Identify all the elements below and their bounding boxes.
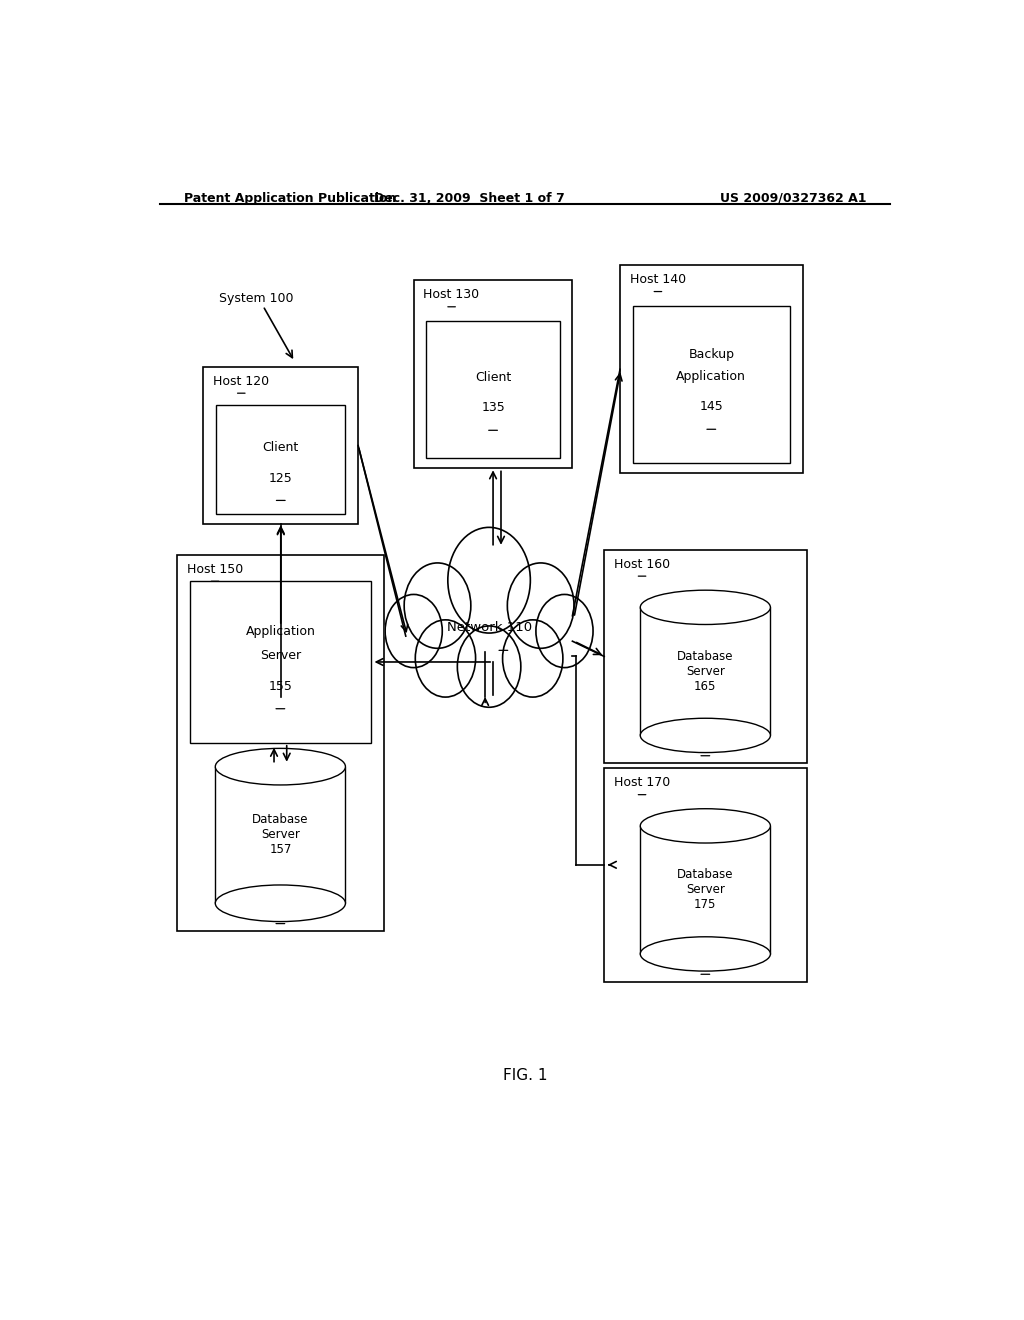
Text: System 100: System 100 [219, 292, 294, 305]
Ellipse shape [640, 809, 770, 843]
Ellipse shape [215, 748, 345, 785]
Text: 145: 145 [699, 400, 723, 413]
Text: Host 130: Host 130 [423, 289, 479, 301]
Text: 155: 155 [268, 680, 292, 693]
Bar [640, 607, 770, 735]
Circle shape [404, 562, 471, 648]
Circle shape [416, 620, 475, 697]
Circle shape [507, 562, 574, 648]
Bar [177, 554, 384, 931]
Circle shape [447, 528, 530, 634]
Text: Database
Server
165: Database Server 165 [677, 649, 733, 693]
Bar [189, 581, 371, 743]
Bar [426, 321, 560, 458]
Bar [204, 367, 358, 524]
Text: Host 140: Host 140 [630, 273, 686, 286]
Bar [215, 767, 345, 903]
Bar [640, 826, 770, 954]
Text: Host 170: Host 170 [613, 776, 670, 789]
Text: Patent Application Publication: Patent Application Publication [183, 191, 396, 205]
Text: 135: 135 [481, 401, 505, 414]
Text: Server: Server [260, 649, 301, 663]
Text: FIG. 1: FIG. 1 [503, 1068, 547, 1082]
Circle shape [385, 594, 442, 668]
Text: Network 110: Network 110 [446, 622, 531, 635]
Bar [633, 306, 790, 463]
Text: Application: Application [246, 624, 315, 638]
Bar [216, 405, 345, 515]
Bar [620, 265, 803, 474]
Bar [604, 549, 807, 763]
Ellipse shape [640, 590, 770, 624]
Text: Client: Client [262, 441, 299, 454]
Bar [414, 280, 572, 469]
Bar [604, 768, 807, 982]
Text: Host 150: Host 150 [186, 562, 243, 576]
Ellipse shape [640, 718, 770, 752]
Circle shape [503, 620, 563, 697]
Text: Backup: Backup [688, 347, 734, 360]
Text: Dec. 31, 2009  Sheet 1 of 7: Dec. 31, 2009 Sheet 1 of 7 [374, 191, 564, 205]
Text: US 2009/0327362 A1: US 2009/0327362 A1 [720, 191, 866, 205]
Text: Application: Application [677, 370, 746, 383]
Ellipse shape [640, 937, 770, 972]
Text: Database
Server
175: Database Server 175 [677, 869, 733, 911]
Text: Host 120: Host 120 [213, 375, 269, 388]
Text: Client: Client [475, 371, 511, 384]
Ellipse shape [215, 884, 345, 921]
Text: Database
Server
157: Database Server 157 [252, 813, 308, 857]
Circle shape [458, 626, 521, 708]
Circle shape [536, 594, 593, 668]
Text: Host 160: Host 160 [613, 558, 670, 570]
Text: 125: 125 [269, 471, 293, 484]
